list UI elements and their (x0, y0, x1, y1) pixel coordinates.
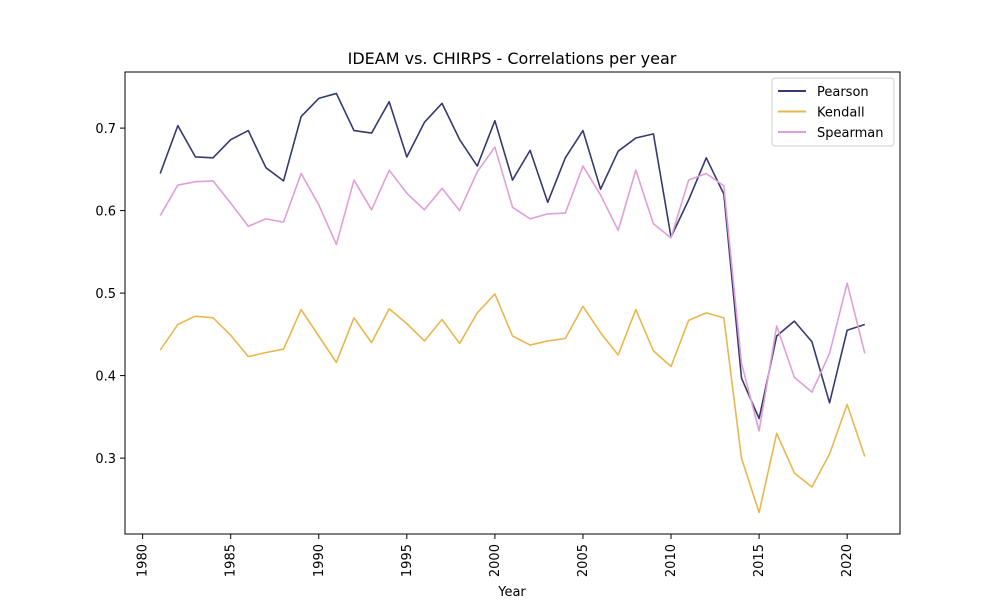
x-tick-label: 1995 (400, 544, 415, 577)
plot-frame (124, 71, 901, 535)
legend-label-kendall: Kendall (817, 106, 865, 121)
chart-title: IDEAM vs. CHIRPS - Correlations per year (348, 49, 677, 68)
x-tick-label: 2015 (752, 544, 767, 577)
legend: Pearson Kendall Spearman (771, 77, 895, 147)
series-line-kendall (159, 293, 866, 514)
plot-area (159, 92, 866, 514)
x-tick-label: 1990 (312, 544, 327, 577)
x-axis: 1980 1985 1990 1995 2000 2005 2010 2015 2020 (136, 534, 855, 577)
y-axis: 0.3 0.4 0.5 0.6 0.7 (95, 122, 125, 467)
series-line-spearman (159, 146, 866, 432)
x-tick-label: 1985 (224, 544, 239, 577)
legend-label-pearson: Pearson (817, 85, 869, 100)
x-tick-label: 1980 (136, 544, 151, 577)
legend-label-spearman: Spearman (817, 126, 883, 141)
y-tick-label: 0.5 (95, 287, 116, 302)
x-tick-label: 2010 (664, 544, 679, 577)
y-tick-label: 0.3 (95, 452, 116, 467)
y-tick-label: 0.7 (95, 122, 116, 137)
series-line-pearson (159, 92, 866, 420)
x-tick-label: 2000 (488, 544, 503, 577)
x-axis-label: Year (497, 585, 526, 600)
legend-frame (771, 77, 895, 147)
y-tick-label: 0.4 (95, 370, 116, 385)
x-tick-label: 2005 (576, 544, 591, 577)
y-tick-label: 0.6 (95, 205, 116, 220)
x-tick-label: 2020 (840, 544, 855, 577)
